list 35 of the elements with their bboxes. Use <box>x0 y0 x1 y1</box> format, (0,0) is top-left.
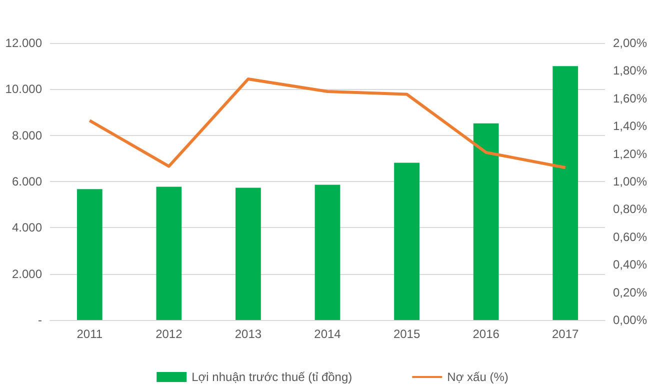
y2-tick-label: 1,80% <box>613 64 648 78</box>
line-series <box>88 78 567 170</box>
x-tick-label: 2016 <box>472 327 500 341</box>
y2-tick-label: 1,20% <box>613 146 648 161</box>
y2-tick-label: 1,00% <box>613 174 648 188</box>
y2-tick-label: 1,40% <box>613 119 648 134</box>
legend-label: Lợi nhuận trước thuế (tỉ đồng) <box>192 370 352 384</box>
y-tick-label: 10.000 <box>5 82 42 96</box>
bar <box>314 184 340 320</box>
y-tick-label: 2.000 <box>12 266 42 281</box>
bar <box>236 188 261 320</box>
y2-tick-label: 0,00% <box>613 313 648 327</box>
x-tick-label: 2012 <box>156 327 183 341</box>
x-tick-label: 2015 <box>393 327 420 341</box>
y2-tick-label: 0,40% <box>613 258 648 272</box>
x-tick-label: 2011 <box>76 327 103 341</box>
y-tick-label: - <box>38 313 42 327</box>
bar <box>76 189 102 320</box>
y-tick-label: 12.000 <box>5 36 42 50</box>
x-tick-label: 2014 <box>314 327 342 341</box>
x-tick-label: 2013 <box>234 327 262 341</box>
y2-tick-label: 2,00% <box>613 36 648 50</box>
bar <box>552 66 578 320</box>
bar <box>394 162 420 320</box>
bar <box>156 186 182 320</box>
bar <box>473 123 499 320</box>
y2-tick-label: 0,80% <box>613 202 648 216</box>
y2-tick-label: 0,20% <box>613 285 648 300</box>
y-tick-label: 4.000 <box>12 220 42 235</box>
x-tick-label: 2017 <box>552 327 580 341</box>
y-tick-label: 8.000 <box>12 128 42 142</box>
y2-tick-label: 0,60% <box>613 230 648 244</box>
legend-label: Nợ xấu (%) <box>447 370 508 384</box>
y-tick-label: 6.000 <box>12 174 42 188</box>
y2-tick-label: 1,60% <box>613 91 648 106</box>
